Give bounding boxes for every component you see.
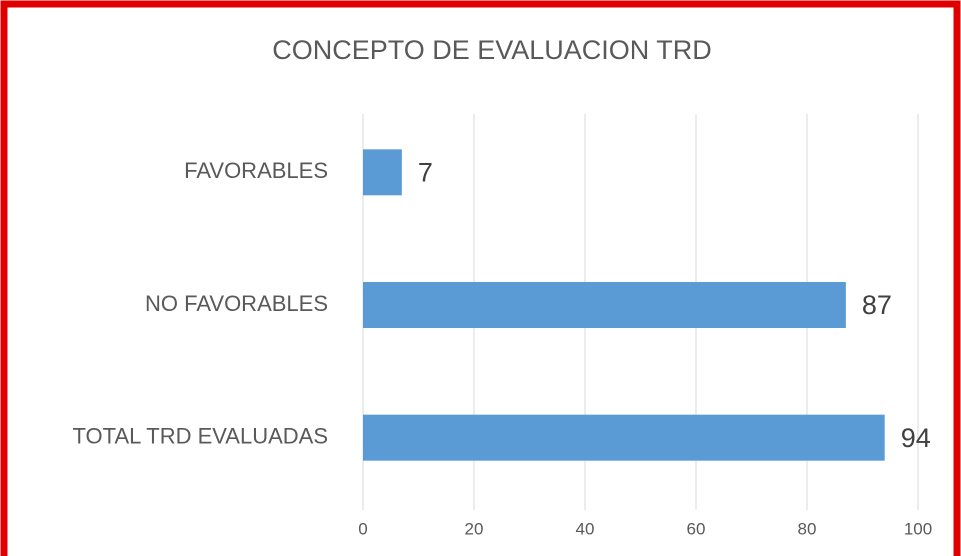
- value-label: 7: [418, 157, 433, 187]
- x-tick-label: 40: [576, 519, 595, 538]
- bar: [363, 149, 402, 196]
- bar: [363, 282, 846, 328]
- x-tick-label: 100: [904, 519, 932, 538]
- bar: [363, 414, 885, 461]
- chart-title: CONCEPTO DE EVALUACION TRD: [272, 35, 712, 65]
- x-tick-label: 80: [798, 519, 817, 538]
- y-tick-label: TOTAL TRD EVALUADAS: [72, 423, 328, 448]
- x-tick-label: 20: [465, 519, 484, 538]
- y-tick-label: NO FAVORABLES: [145, 291, 328, 316]
- value-label: 94: [901, 423, 931, 453]
- x-tick-label: 0: [358, 519, 367, 538]
- x-tick-label: 60: [687, 519, 706, 538]
- y-tick-label: FAVORABLES: [184, 158, 328, 183]
- value-label: 87: [862, 290, 892, 320]
